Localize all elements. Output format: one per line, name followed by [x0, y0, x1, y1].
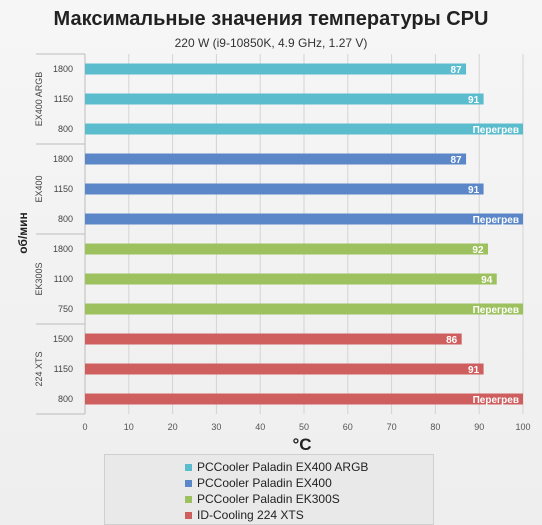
- data-label: 86: [446, 335, 458, 346]
- rpm-label: 1150: [54, 94, 73, 104]
- data-label: 91: [468, 365, 480, 376]
- bar: [85, 243, 488, 255]
- bar: [85, 123, 523, 135]
- rpm-label: 800: [58, 214, 73, 224]
- legend-item: PCCooler Paladin EX400: [185, 475, 332, 491]
- rpm-label: 1150: [54, 364, 73, 374]
- rpm-label: 1500: [53, 334, 73, 344]
- rpm-label: 1800: [53, 244, 73, 254]
- legend-swatch: [185, 479, 192, 487]
- bar: [85, 63, 467, 75]
- legend-label: PCCooler Paladin EK300S: [197, 492, 340, 506]
- data-label: 87: [450, 65, 462, 76]
- rpm-label: 1150: [54, 184, 73, 194]
- data-label: 91: [468, 185, 480, 196]
- legend-label: ID-Cooling 224 XTS: [197, 508, 304, 522]
- rpm-label: 1100: [54, 274, 73, 284]
- legend-item: PCCooler Paladin EX400 ARGB: [185, 459, 368, 475]
- x-tick-label: 50: [299, 422, 309, 432]
- bar: [85, 183, 484, 195]
- legend-label: PCCooler Paladin EX400 ARGB: [197, 460, 369, 474]
- group-label: EX400: [34, 175, 44, 202]
- rpm-label: 1800: [53, 64, 73, 74]
- group-label: EK300S: [34, 262, 44, 295]
- bar: [85, 303, 523, 315]
- bar: [85, 363, 484, 375]
- data-label: Перегрев: [473, 305, 519, 316]
- group-label: EX400 ARGB: [34, 72, 44, 127]
- x-tick-label: 0: [82, 422, 87, 432]
- chart-legend: PCCooler Paladin EX400 ARGB PCCooler Pala…: [104, 454, 434, 525]
- chart-subtitle: 220 W (i9-10850K, 4.9 GHz, 1.27 V): [174, 36, 368, 50]
- rpm-label: 750: [58, 304, 73, 314]
- legend-item: PCCooler Paladin EK300S: [185, 491, 340, 507]
- x-tick-label: 20: [168, 422, 178, 432]
- legend-item: ID-Cooling 224 XTS: [185, 507, 304, 523]
- data-label: Перегрев: [473, 125, 519, 136]
- bar: [85, 93, 484, 105]
- data-label: Перегрев: [473, 215, 519, 226]
- x-tick-label: 90: [474, 422, 484, 432]
- bar: [85, 333, 462, 345]
- data-label: 91: [468, 95, 480, 106]
- x-tick-label: 100: [515, 422, 530, 432]
- group-label: 224 XTS: [34, 351, 44, 386]
- bar: [85, 213, 523, 225]
- legend-swatch: [185, 463, 192, 471]
- x-tick-label: 80: [430, 422, 440, 432]
- bar: [85, 273, 497, 285]
- y-axis-title: об/мин: [16, 212, 30, 254]
- legend-swatch: [185, 495, 192, 503]
- rpm-label: 800: [58, 124, 73, 134]
- x-tick-label: 70: [387, 422, 397, 432]
- data-label: 92: [472, 245, 484, 256]
- data-label: 94: [481, 275, 493, 286]
- x-tick-label: 40: [255, 422, 265, 432]
- x-tick-label: 30: [211, 422, 221, 432]
- bar: [85, 393, 523, 405]
- x-axis-title: °C: [292, 435, 311, 454]
- chart-title: Максимальные значения температуры CPU: [53, 8, 489, 30]
- data-label: Перегрев: [473, 395, 519, 406]
- legend-label: PCCooler Paladin EX400: [197, 476, 332, 490]
- data-label: 87: [450, 155, 462, 166]
- bar: [85, 153, 467, 165]
- legend-swatch: [185, 511, 192, 519]
- rpm-label: 800: [58, 394, 73, 404]
- x-tick-label: 60: [343, 422, 353, 432]
- rpm-label: 1800: [53, 154, 73, 164]
- x-tick-label: 10: [124, 422, 134, 432]
